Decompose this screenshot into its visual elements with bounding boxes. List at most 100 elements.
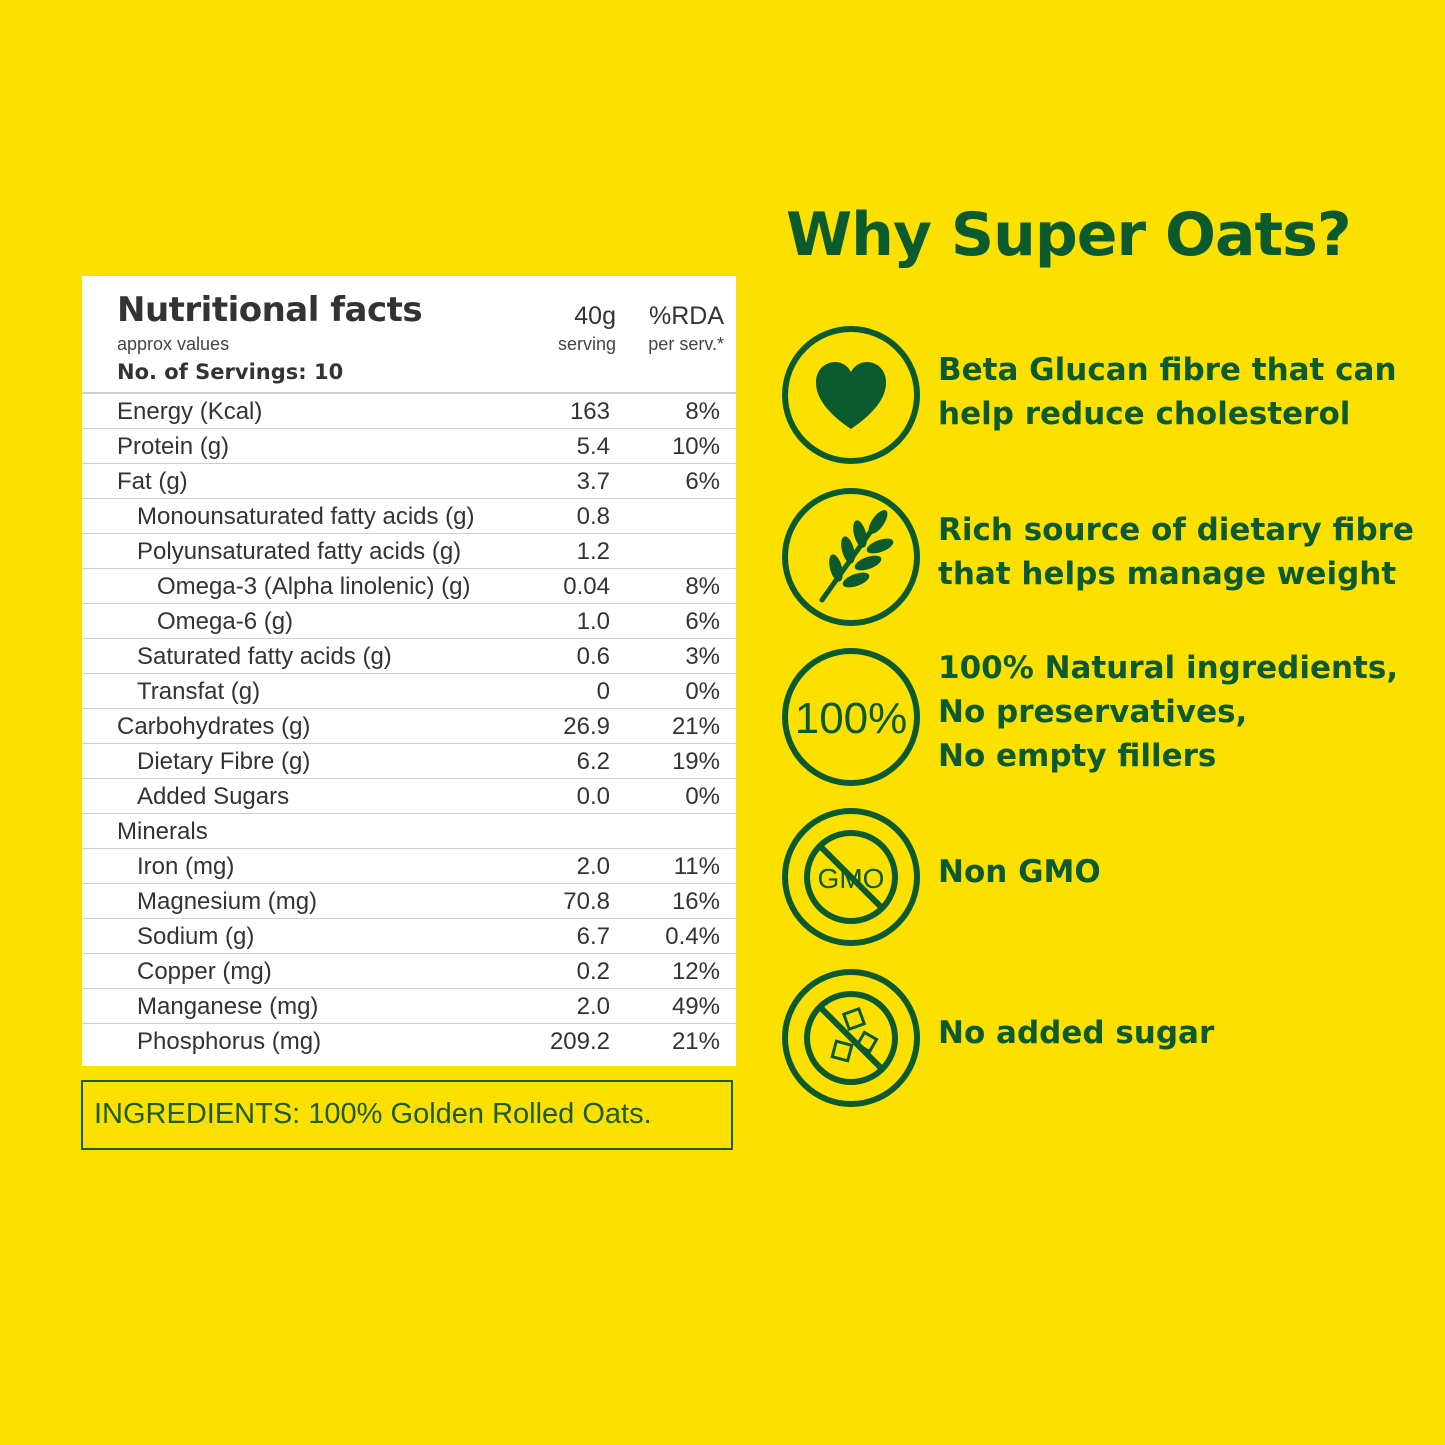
benefit-item-non-gmo: GMO Non GMO bbox=[780, 806, 1430, 948]
benefit-line: 100% Natural ingredients, bbox=[938, 650, 1399, 686]
table-row: Omega-6 (g) 1.0 6% bbox=[82, 604, 736, 639]
nutrition-rows: Energy (Kcal) 163 8% Protein (g) 5.4 10% Fat… bbox=[82, 394, 736, 1058]
benefit-text: Beta Glucan fibre that can help reduce c… bbox=[938, 348, 1397, 436]
benefit-item-dietary-fibre: Rich source of dietary fibre that helps … bbox=[780, 486, 1430, 628]
serving-value: 5.4 bbox=[576, 433, 610, 460]
nutrition-title: Nutritional facts bbox=[117, 290, 423, 330]
nutrient-name: Manganese (mg) bbox=[137, 993, 319, 1020]
nutrient-name: Energy (Kcal) bbox=[117, 398, 263, 425]
table-row: Manganese (mg) 2.0 49% bbox=[82, 989, 736, 1024]
heart-icon bbox=[780, 324, 922, 466]
table-row: Phosphorus (mg) 209.2 21% bbox=[82, 1024, 736, 1058]
benefit-line: Beta Glucan fibre that can bbox=[938, 352, 1397, 388]
rda-value: 19% bbox=[671, 748, 720, 775]
rda-value: 0% bbox=[685, 678, 720, 705]
nutrient-name: Protein (g) bbox=[117, 433, 230, 460]
table-row: Added Sugars 0.0 0% bbox=[82, 779, 736, 814]
nutrient-name: Carbohydrates (g) bbox=[117, 713, 311, 740]
serving-value: 163 bbox=[569, 398, 610, 425]
nutrient-name: Magnesium (mg) bbox=[137, 888, 318, 915]
nutrient-name: Omega-6 (g) bbox=[157, 608, 294, 635]
serving-value: 0 bbox=[596, 678, 610, 705]
rda-value: 8% bbox=[685, 573, 720, 600]
benefit-text: Rich source of dietary fibre that helps … bbox=[938, 508, 1414, 596]
rda-value: 3% bbox=[685, 643, 720, 670]
table-row: Copper (mg) 0.2 12% bbox=[82, 954, 736, 989]
nutrient-name: Sodium (g) bbox=[137, 923, 255, 950]
nutrient-name: Minerals bbox=[117, 818, 208, 845]
approx-values-note: approx values bbox=[117, 334, 230, 354]
serving-column-subheader: serving bbox=[557, 334, 616, 354]
rda-value: 11% bbox=[673, 853, 720, 880]
rda-column-subheader: per serv.* bbox=[648, 334, 724, 354]
nutrient-name: Transfat (g) bbox=[137, 678, 261, 705]
serving-value: 1.0 bbox=[576, 608, 610, 635]
benefit-item-no-sugar: No added sugar bbox=[780, 967, 1430, 1109]
serving-value: 0.2 bbox=[576, 958, 610, 985]
benefit-line: help reduce cholesterol bbox=[938, 396, 1351, 432]
table-row: Sodium (g) 6.7 0.4% bbox=[82, 919, 736, 954]
table-row: Minerals bbox=[82, 814, 736, 849]
rda-value: 16% bbox=[671, 888, 720, 915]
serving-value: 0.04 bbox=[563, 573, 610, 600]
nutrient-name: Dietary Fibre (g) bbox=[137, 748, 311, 775]
table-row: Protein (g) 5.4 10% bbox=[82, 429, 736, 464]
table-row: Fat (g) 3.7 6% bbox=[82, 464, 736, 499]
serving-value: 6.7 bbox=[576, 923, 610, 950]
serving-value: 2.0 bbox=[576, 993, 610, 1020]
table-row: Transfat (g) 0 0% bbox=[82, 674, 736, 709]
rda-value: 0% bbox=[685, 783, 720, 810]
table-row: Magnesium (mg) 70.8 16% bbox=[82, 884, 736, 919]
serving-value: 6.2 bbox=[576, 748, 610, 775]
no-sugar-icon bbox=[780, 967, 922, 1109]
benefit-text: 100% Natural ingredients, No preservativ… bbox=[938, 646, 1398, 778]
table-row: Energy (Kcal) 163 8% bbox=[82, 394, 736, 429]
nutrient-name: Fat (g) bbox=[117, 468, 188, 495]
serving-value: 0.6 bbox=[576, 643, 610, 670]
rda-column-header: %RDA bbox=[648, 302, 724, 330]
nutrient-name: Saturated fatty acids (g) bbox=[137, 643, 392, 670]
serving-column-header: 40g bbox=[574, 302, 616, 330]
rda-value: 6% bbox=[685, 468, 720, 495]
hundred-percent-icon: 100% bbox=[780, 646, 922, 788]
nutrition-header: Nutritional facts approx values No. of S… bbox=[82, 276, 736, 394]
serving-value: 70.8 bbox=[563, 888, 610, 915]
no-gmo-icon: GMO bbox=[780, 806, 922, 948]
nutrient-name: Copper (mg) bbox=[137, 958, 272, 985]
benefit-text: Non GMO bbox=[938, 850, 1101, 894]
why-super-oats-title: Why Super Oats? bbox=[786, 200, 1352, 270]
table-row: Dietary Fibre (g) 6.2 19% bbox=[82, 744, 736, 779]
benefit-item-cholesterol: Beta Glucan fibre that can help reduce c… bbox=[780, 324, 1430, 466]
wheat-icon bbox=[780, 486, 922, 628]
rda-value: 21% bbox=[671, 1028, 720, 1055]
rda-value: 0.4% bbox=[665, 923, 720, 950]
benefit-line: No added sugar bbox=[938, 1015, 1215, 1051]
rda-value: 8% bbox=[685, 398, 720, 425]
serving-value: 3.7 bbox=[576, 468, 610, 495]
nutrition-facts-panel: Nutritional facts approx values No. of S… bbox=[82, 276, 736, 1066]
rda-value: 49% bbox=[671, 993, 720, 1020]
rda-value: 6% bbox=[685, 608, 720, 635]
rda-value: 21% bbox=[671, 713, 720, 740]
nutrient-name: Phosphorus (mg) bbox=[137, 1028, 322, 1055]
servings-count: No. of Servings: 10 bbox=[117, 360, 344, 384]
benefit-line: Rich source of dietary fibre bbox=[938, 512, 1414, 548]
benefit-line: Non GMO bbox=[938, 854, 1101, 890]
nutrient-name: Polyunsaturated fatty acids (g) bbox=[137, 538, 462, 565]
serving-value: 0.0 bbox=[576, 783, 610, 810]
table-row: Carbohydrates (g) 26.9 21% bbox=[82, 709, 736, 744]
serving-value: 0.8 bbox=[576, 503, 610, 530]
serving-value: 26.9 bbox=[563, 713, 610, 740]
benefit-line: that helps manage weight bbox=[938, 556, 1397, 592]
benefit-item-natural: 100% 100% Natural ingredients, No preser… bbox=[780, 646, 1430, 788]
benefit-text: No added sugar bbox=[938, 1011, 1214, 1055]
nutrient-name: Monounsaturated fatty acids (g) bbox=[137, 503, 475, 530]
table-row: Saturated fatty acids (g) 0.6 3% bbox=[82, 639, 736, 674]
benefit-line: No empty fillers bbox=[938, 738, 1217, 774]
nutrient-name: Omega-3 (Alpha linolenic) (g) bbox=[157, 573, 471, 600]
table-row: Iron (mg) 2.0 11% bbox=[82, 849, 736, 884]
serving-value: 2.0 bbox=[576, 853, 610, 880]
benefit-line: No preservatives, bbox=[938, 694, 1248, 730]
serving-value: 209.2 bbox=[549, 1028, 610, 1055]
rda-value: 10% bbox=[671, 433, 720, 460]
